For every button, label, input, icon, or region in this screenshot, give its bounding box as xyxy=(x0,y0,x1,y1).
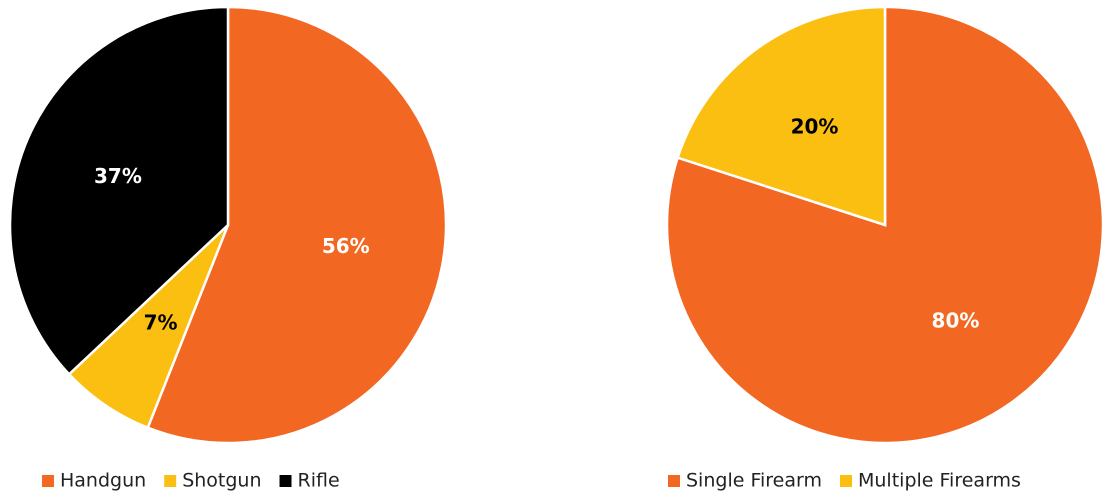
data-label: 56% xyxy=(322,234,370,258)
pie-chart: 56% 7% 37% Handgun Shotgun Rifle xyxy=(8,5,448,492)
data-label: 7% xyxy=(144,311,178,335)
legend-label: Shotgun xyxy=(182,470,261,492)
data-label: 80% xyxy=(932,309,980,333)
legend-label: Multiple Firearms xyxy=(858,470,1021,492)
legend-label: Handgun xyxy=(60,470,146,492)
legend-swatch xyxy=(42,475,54,487)
pie-slice xyxy=(8,5,230,376)
legend-swatch xyxy=(164,475,177,487)
legend-label: Rifle xyxy=(298,470,340,492)
legend-swatch xyxy=(840,475,852,487)
data-label: 37% xyxy=(94,164,142,188)
data-label: 20% xyxy=(791,114,839,138)
pie-slice xyxy=(146,5,448,445)
legend-swatch xyxy=(279,475,292,487)
pie-chart: 80% 20% Single Firearm Multiple Firearms xyxy=(665,5,1105,492)
pie-slice xyxy=(676,5,887,227)
legend-swatch xyxy=(668,475,680,487)
legend-label: Single Firearm xyxy=(686,470,822,492)
